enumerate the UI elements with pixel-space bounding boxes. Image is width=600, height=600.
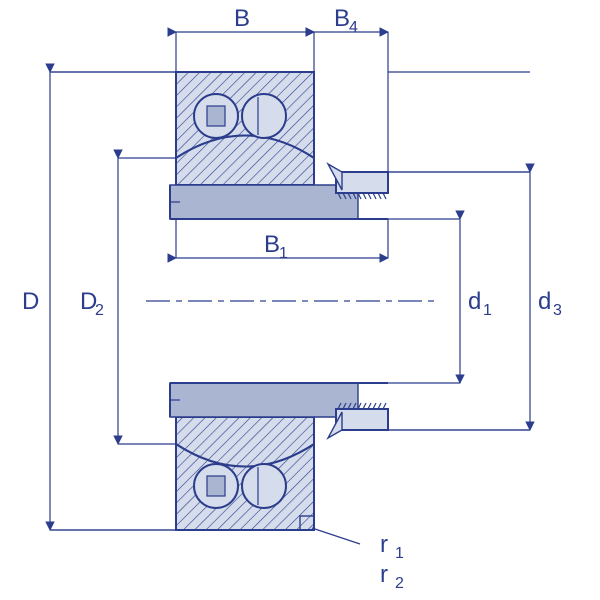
- dim-d1: d1: [468, 288, 492, 319]
- svg-text:1: 1: [279, 245, 288, 262]
- svg-text:D: D: [22, 288, 39, 315]
- svg-text:B: B: [264, 231, 280, 258]
- svg-text:2: 2: [95, 302, 104, 319]
- svg-text:4: 4: [349, 19, 358, 36]
- svg-text:r: r: [380, 531, 388, 558]
- dim-d3: d3: [538, 288, 562, 319]
- svg-text:3: 3: [553, 302, 562, 319]
- svg-text:1: 1: [483, 302, 492, 319]
- dim-D2: D2: [80, 288, 104, 319]
- dim-D: D: [22, 288, 39, 315]
- dim-B4: B4: [334, 5, 358, 36]
- svg-text:1: 1: [395, 545, 404, 562]
- dim-B1: B1: [264, 231, 288, 262]
- dim-r1: r1: [380, 531, 404, 562]
- svg-text:B: B: [234, 5, 250, 32]
- svg-text:r: r: [380, 561, 388, 588]
- svg-text:d: d: [538, 288, 551, 315]
- svg-text:2: 2: [395, 575, 404, 592]
- svg-text:d: d: [468, 288, 481, 315]
- dim-B: B: [234, 5, 250, 32]
- svg-text:B: B: [334, 5, 350, 32]
- dim-r2: r2: [380, 561, 404, 592]
